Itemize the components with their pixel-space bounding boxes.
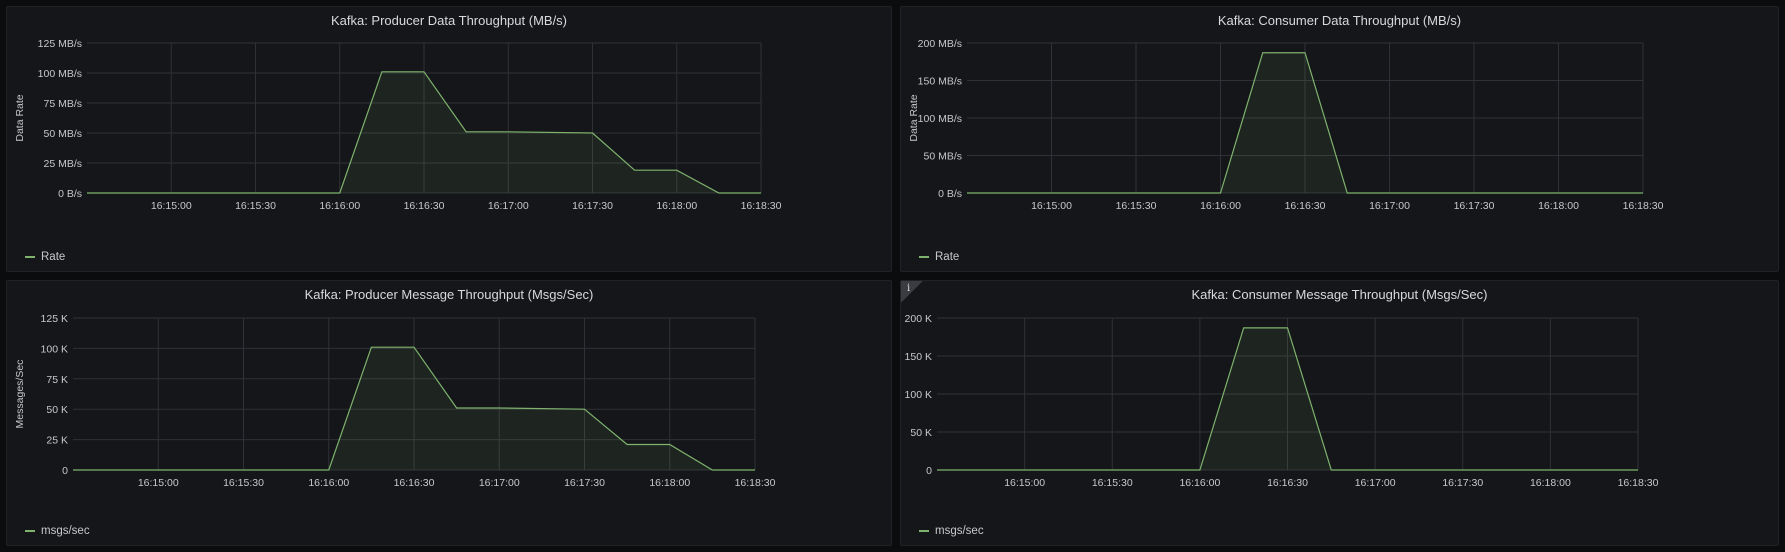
x-tick-label: 16:17:00 [479,477,520,489]
series-area [967,52,1643,193]
y-tick-label: 150 K [905,351,932,363]
x-tick-label: 16:18:30 [735,477,776,489]
x-tick-label: 16:17:30 [1454,200,1495,212]
x-tick-label: 16:18:00 [1538,200,1579,212]
legend-swatch [919,530,929,532]
series-area [87,71,761,193]
chart-consumer-data-throughput[interactable]: 0 B/s 50 MB/s 100 MB/s 150 MB/s 200 MB/s 16:1… [901,7,1780,273]
x-tick-label: 16:18:30 [741,200,782,212]
info-icon[interactable]: i [907,283,911,294]
panel-title[interactable]: Kafka: Producer Data Throughput (MB/s) [330,13,568,28]
y-tick-label: 0 B/s [58,188,82,200]
y-tick-label: 200 K [905,313,932,325]
legend-swatch [919,256,929,258]
x-tick-label: 16:17:30 [572,200,613,212]
y-axis-label: Messages/Sec [14,360,26,429]
y-axis-label: Data Rate [14,94,26,141]
chart-producer-data-throughput[interactable]: 0 B/s 25 MB/s 50 MB/s 75 MB/s 100 MB/s 125 MB… [7,7,893,273]
panel-producer-data-throughput[interactable]: Kafka: Producer Data Throughput (MB/s) 0… [6,6,892,272]
x-tick-label: 16:16:30 [404,200,445,212]
series-area [937,327,1638,470]
y-tick-label: 125 K [41,313,68,325]
y-tick-label: 200 MB/s [918,38,962,50]
panel-title[interactable]: Kafka: Consumer Message Throughput (Msgs… [1191,287,1488,302]
y-tick-label: 0 B/s [938,188,962,200]
x-tick-label: 16:16:00 [1179,477,1220,489]
y-tick-label: 50 K [46,404,68,416]
panel-consumer-message-throughput[interactable]: i Kafka: Consumer Message Throughput (Ms… [900,280,1779,546]
x-tick-label: 16:16:30 [394,477,435,489]
y-tick-label: 50 K [910,427,932,439]
x-tick-label: 16:16:30 [1285,200,1326,212]
panel-title[interactable]: Kafka: Producer Message Throughput (Msgs… [304,287,594,302]
y-tick-label: 75 K [46,374,68,386]
legend-label[interactable]: Rate [935,251,960,263]
chart-producer-message-throughput[interactable]: 0 25 K 50 K 75 K 100 K 125 K 16:15:00 16:15:30 1… [7,281,893,547]
x-tick-label: 16:17:00 [1355,477,1396,489]
y-tick-label: 25 MB/s [43,158,82,170]
y-tick-label: 125 MB/s [38,38,82,50]
legend-label[interactable]: msgs/sec [41,525,90,537]
y-axis-label: Data Rate [908,94,920,141]
legend-swatch [25,530,35,532]
x-tick-label: 16:17:00 [488,200,529,212]
y-tick-label: 100 K [41,343,68,355]
y-tick-label: 50 MB/s [923,151,962,163]
panel-producer-message-throughput[interactable]: Kafka: Producer Message Throughput (Msgs… [6,280,892,546]
x-tick-label: 16:17:00 [1369,200,1410,212]
y-tick-label: 75 MB/s [43,98,82,110]
x-tick-label: 16:18:00 [649,477,690,489]
y-tick-label: 100 MB/s [38,68,82,80]
y-tick-label: 100 MB/s [918,113,962,125]
series-line[interactable] [937,327,1638,471]
y-tick-label: 150 MB/s [918,76,962,88]
series-line[interactable] [967,52,1643,194]
x-tick-label: 16:15:30 [223,477,264,489]
panel-title[interactable]: Kafka: Consumer Data Throughput (MB/s) [1217,13,1462,28]
y-tick-label: 25 K [46,435,68,447]
x-tick-label: 16:15:30 [1116,200,1157,212]
y-tick-label: 0 [62,465,68,477]
x-tick-label: 16:16:00 [1200,200,1241,212]
series-area [73,347,755,470]
x-tick-label: 16:15:30 [235,200,276,212]
x-tick-label: 16:18:30 [1623,200,1664,212]
y-tick-label: 100 K [905,389,932,401]
x-tick-label: 16:15:00 [1031,200,1072,212]
legend[interactable]: Rate [25,251,65,263]
x-tick-label: 16:18:00 [656,200,697,212]
legend-label[interactable]: Rate [41,251,66,263]
y-tick-label: 50 MB/s [43,128,82,140]
legend[interactable]: msgs/sec [25,525,90,537]
x-tick-label: 16:16:30 [1267,477,1308,489]
chart-consumer-message-throughput[interactable]: 0 50 K 100 K 150 K 200 K 16:15:00 16:15:30 16:1… [901,281,1780,547]
x-tick-label: 16:16:00 [319,200,360,212]
x-tick-label: 16:17:30 [1442,477,1483,489]
series-line[interactable] [87,71,761,194]
y-tick-label: 0 [926,465,932,477]
x-tick-label: 16:15:30 [1092,477,1133,489]
panel-info-corner[interactable]: i [901,281,923,303]
x-tick-label: 16:17:30 [564,477,605,489]
x-tick-label: 16:18:00 [1530,477,1571,489]
x-tick-label: 16:18:30 [1618,477,1659,489]
x-tick-label: 16:15:00 [138,477,179,489]
x-tick-label: 16:15:00 [1004,477,1045,489]
panel-consumer-data-throughput[interactable]: Kafka: Consumer Data Throughput (MB/s) 0… [900,6,1779,272]
x-tick-label: 16:16:00 [308,477,349,489]
x-tick-label: 16:15:00 [151,200,192,212]
legend[interactable]: Rate [919,251,959,263]
series-line[interactable] [73,346,755,471]
legend-swatch [25,256,35,258]
legend-label[interactable]: msgs/sec [935,525,984,537]
legend[interactable]: msgs/sec [919,525,984,537]
